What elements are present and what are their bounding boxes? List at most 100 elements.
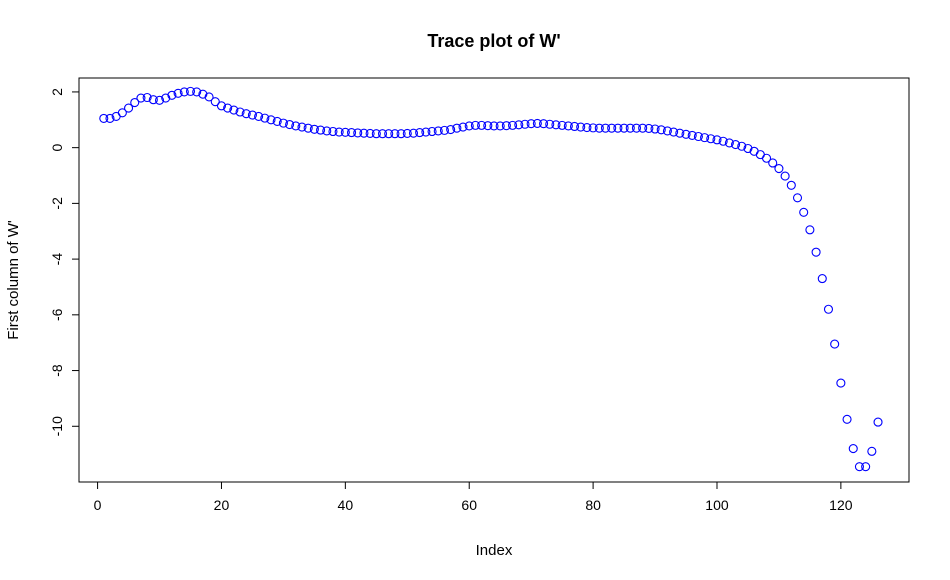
data-point: [520, 119, 530, 129]
data-point: [322, 126, 332, 136]
data-point: [854, 462, 864, 472]
data-point: [377, 129, 388, 139]
data-point: [396, 129, 406, 139]
data-point: [415, 128, 425, 138]
data-point: [309, 124, 319, 134]
data-point: [346, 128, 357, 138]
data-point: [817, 274, 827, 284]
data-point: [179, 87, 189, 97]
y-tick-label: -4: [49, 253, 65, 266]
y-tick-label: 2: [49, 88, 65, 96]
data-point: [706, 134, 716, 144]
x-axis: 0 20 40 60 80 100 120: [94, 481, 853, 513]
data-point: [532, 118, 542, 128]
x-tick-label: 100: [705, 497, 729, 513]
x-tick-label: 20: [214, 497, 230, 513]
data-points: [99, 86, 883, 472]
x-tick-label: 40: [338, 497, 354, 513]
data-point: [848, 444, 858, 454]
data-point: [272, 116, 282, 127]
data-point: [563, 121, 573, 131]
data-point: [185, 86, 196, 96]
data-point: [161, 93, 171, 103]
data-point: [173, 88, 183, 98]
data-point: [588, 123, 598, 133]
data-point: [576, 122, 586, 132]
data-point: [830, 339, 840, 349]
data-point: [557, 120, 567, 130]
data-point: [439, 125, 449, 135]
data-point: [446, 124, 456, 135]
data-point: [192, 87, 202, 97]
data-point: [650, 124, 660, 134]
data-point: [340, 127, 350, 137]
data-point: [625, 123, 635, 133]
data-point: [761, 153, 772, 163]
data-point: [384, 129, 394, 139]
data-point: [836, 378, 846, 388]
data-point: [768, 158, 778, 168]
y-tick-label: -2: [49, 197, 65, 210]
data-point: [316, 125, 326, 135]
data-point: [124, 103, 134, 113]
data-point: [148, 95, 158, 105]
data-point: [861, 462, 871, 472]
data-point: [390, 129, 400, 139]
data-point: [687, 130, 697, 140]
data-point: [408, 128, 419, 138]
data-point: [452, 123, 462, 133]
data-point: [130, 97, 140, 108]
data-point: [780, 171, 790, 181]
data-point: [774, 164, 784, 174]
data-point: [402, 128, 412, 138]
data-point: [229, 105, 239, 115]
x-tick-label: 120: [829, 497, 853, 513]
data-point: [656, 125, 666, 135]
y-tick-label: -8: [49, 364, 65, 377]
data-point: [613, 123, 623, 133]
data-point: [669, 127, 679, 137]
data-point: [464, 121, 474, 131]
data-point: [551, 120, 561, 130]
data-point: [334, 127, 344, 137]
data-point: [508, 120, 518, 130]
data-point: [291, 121, 301, 131]
data-point: [681, 129, 691, 139]
data-point: [285, 119, 295, 130]
data-point: [235, 107, 245, 117]
x-tick-label: 60: [461, 497, 477, 513]
data-point: [458, 122, 468, 132]
data-point: [842, 414, 852, 424]
data-point: [786, 180, 796, 190]
data-point: [700, 133, 710, 143]
data-point: [675, 128, 685, 138]
data-point: [724, 138, 734, 148]
data-point: [142, 92, 152, 103]
y-axis-label: First column of W': [5, 220, 22, 340]
data-point: [99, 113, 109, 123]
y-tick-label: -10: [49, 416, 65, 436]
data-point: [569, 121, 580, 132]
data-point: [600, 123, 611, 133]
data-point: [167, 90, 177, 100]
x-axis-label: Index: [476, 542, 513, 559]
chart-title: Trace plot of W': [427, 31, 560, 51]
data-point: [619, 123, 629, 133]
data-point: [526, 119, 536, 129]
y-tick-label: 0: [49, 144, 65, 152]
plot-frame: [78, 77, 910, 483]
data-point: [105, 113, 115, 123]
data-point: [154, 95, 165, 105]
data-point: [359, 128, 369, 138]
data-point: [805, 225, 815, 235]
y-tick-label: -6: [49, 308, 65, 321]
data-point: [631, 123, 642, 133]
data-point: [693, 131, 703, 142]
data-point: [483, 121, 493, 131]
data-point: [198, 89, 208, 99]
x-tick-label: 0: [94, 497, 102, 513]
data-point: [662, 126, 672, 136]
data-point: [204, 92, 214, 102]
data-point: [297, 122, 307, 132]
